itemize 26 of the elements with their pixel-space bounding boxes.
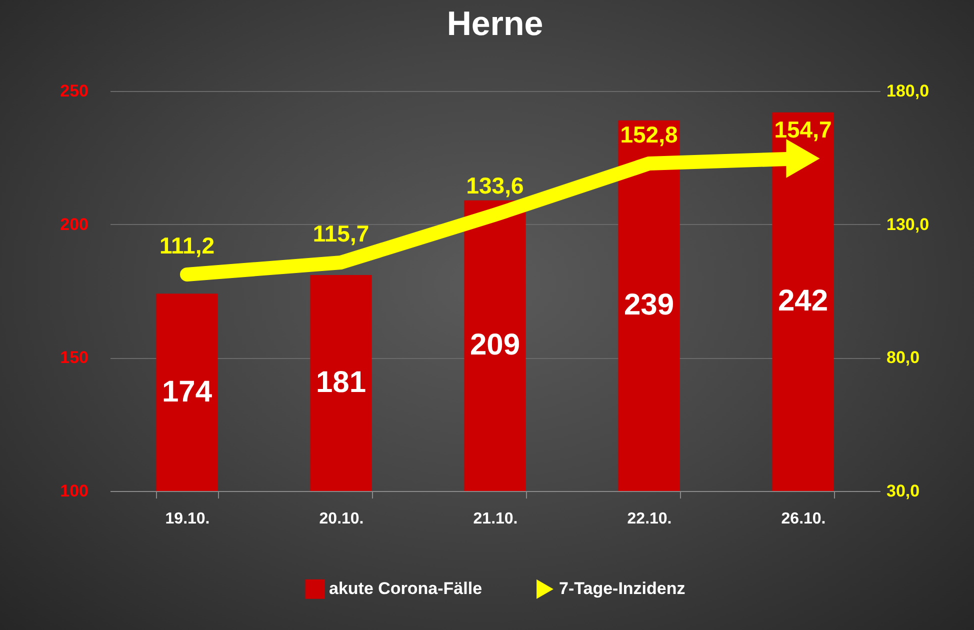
data-label: 174 xyxy=(162,375,212,408)
y2-tick-label: 80,0 xyxy=(886,348,920,368)
data-label: 152,8 xyxy=(620,122,678,148)
data-label: 111,2 xyxy=(159,232,215,258)
data-label: 115,7 xyxy=(312,220,370,246)
x-tick-label: 21.10. xyxy=(473,510,518,528)
y-tick-label: 100 xyxy=(60,482,88,500)
y2-tick-label: 180,0 xyxy=(886,82,930,100)
data-label: 242 xyxy=(778,284,828,318)
y-tick-label: 150 xyxy=(60,348,88,368)
data-label: 209 xyxy=(470,328,520,362)
x-tick-label: 22.10. xyxy=(627,510,672,528)
legend-label: 7-Tage-Inzidenz xyxy=(559,579,686,598)
x-tick-label: 26.10. xyxy=(781,510,826,528)
data-label: 239 xyxy=(624,288,674,322)
legend-label: akute Corona-Fälle xyxy=(329,579,482,598)
y2-tick-label: 30,0 xyxy=(886,482,920,500)
x-tick-label: 19.10. xyxy=(165,510,210,528)
data-label: 154,7 xyxy=(774,116,832,142)
y2-tick-label: 130,0 xyxy=(886,214,930,234)
y-tick-label: 200 xyxy=(60,214,88,234)
chart-title: Herne xyxy=(446,5,544,43)
x-tick-label: 20.10. xyxy=(319,510,364,528)
data-label: 181 xyxy=(316,366,366,399)
y-tick-label: 250 xyxy=(60,82,88,100)
data-label: 133,6 xyxy=(466,172,524,199)
